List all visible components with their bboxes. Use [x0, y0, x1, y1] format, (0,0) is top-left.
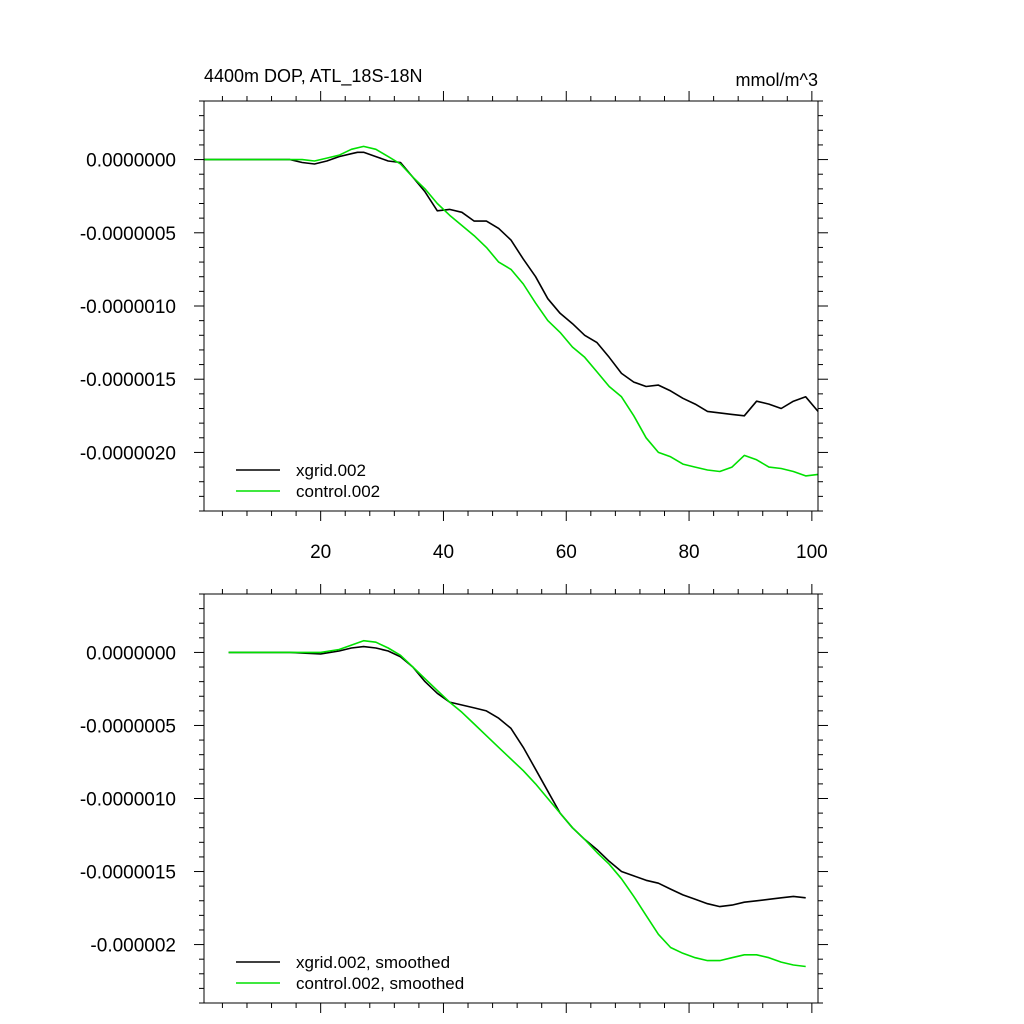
- chart-title: 4400m DOP, ATL_18S-18N: [204, 66, 422, 87]
- y-tick-label: -0.0000005: [80, 716, 176, 737]
- legend-label-control: control.002: [296, 482, 380, 501]
- top-y-tick-labels: 0.0000000 -0.0000005 -0.0000010 -0.0000015 -…: [80, 151, 176, 465]
- top-panel: 4400m DOP, ATL_18S-18N mmol/m^3 0.000000…: [80, 66, 828, 563]
- x-tick-label: 80: [678, 542, 699, 563]
- y-tick-label: -0.0000020: [80, 443, 176, 464]
- x-tick-label: 100: [796, 542, 828, 563]
- top-series: [204, 145, 819, 477]
- x-tick-label: 40: [433, 542, 454, 563]
- bottom-panel: 0.0000000 -0.0000005 -0.0000010 -0.0000015 -…: [80, 584, 828, 1013]
- y-tick-label: -0.0000015: [80, 863, 176, 884]
- top-x-tick-labels: 20 40 60 80 100: [310, 542, 828, 563]
- bottom-axis-ticks: [194, 584, 828, 1013]
- y-tick-label: -0.0000010: [80, 790, 176, 811]
- legend-label-control-smoothed: control.002, smoothed: [296, 974, 464, 993]
- series-line-control: [228, 639, 806, 968]
- series-line-control: [204, 145, 819, 477]
- top-legend: xgrid.002 control.002: [236, 461, 380, 501]
- top-plot-frame: [203, 100, 819, 512]
- y-tick-label: -0.000002: [90, 936, 176, 957]
- bottom-legend: xgrid.002, smoothed control.002, smoothe…: [236, 953, 464, 993]
- y-tick-label: 0.0000000: [86, 643, 176, 664]
- legend-label-xgrid-smoothed: xgrid.002, smoothed: [296, 953, 450, 972]
- x-tick-label: 20: [310, 542, 331, 563]
- bottom-series: [228, 639, 806, 968]
- y-tick-label: -0.0000005: [80, 224, 176, 245]
- y-tick-label: -0.0000010: [80, 297, 176, 318]
- y-tick-label: 0.0000000: [86, 151, 176, 172]
- bottom-y-tick-labels: 0.0000000 -0.0000005 -0.0000010 -0.0000015 -…: [80, 643, 176, 956]
- x-tick-label: 60: [556, 542, 577, 563]
- top-axis-ticks: [194, 91, 828, 521]
- bottom-plot-frame: [203, 593, 819, 1004]
- series-line-xgrid: [204, 151, 819, 417]
- series-line-xgrid: [228, 645, 806, 908]
- y-tick-label: -0.0000015: [80, 370, 176, 391]
- units-label: mmol/m^3: [736, 70, 818, 90]
- legend-label-xgrid: xgrid.002: [296, 461, 366, 480]
